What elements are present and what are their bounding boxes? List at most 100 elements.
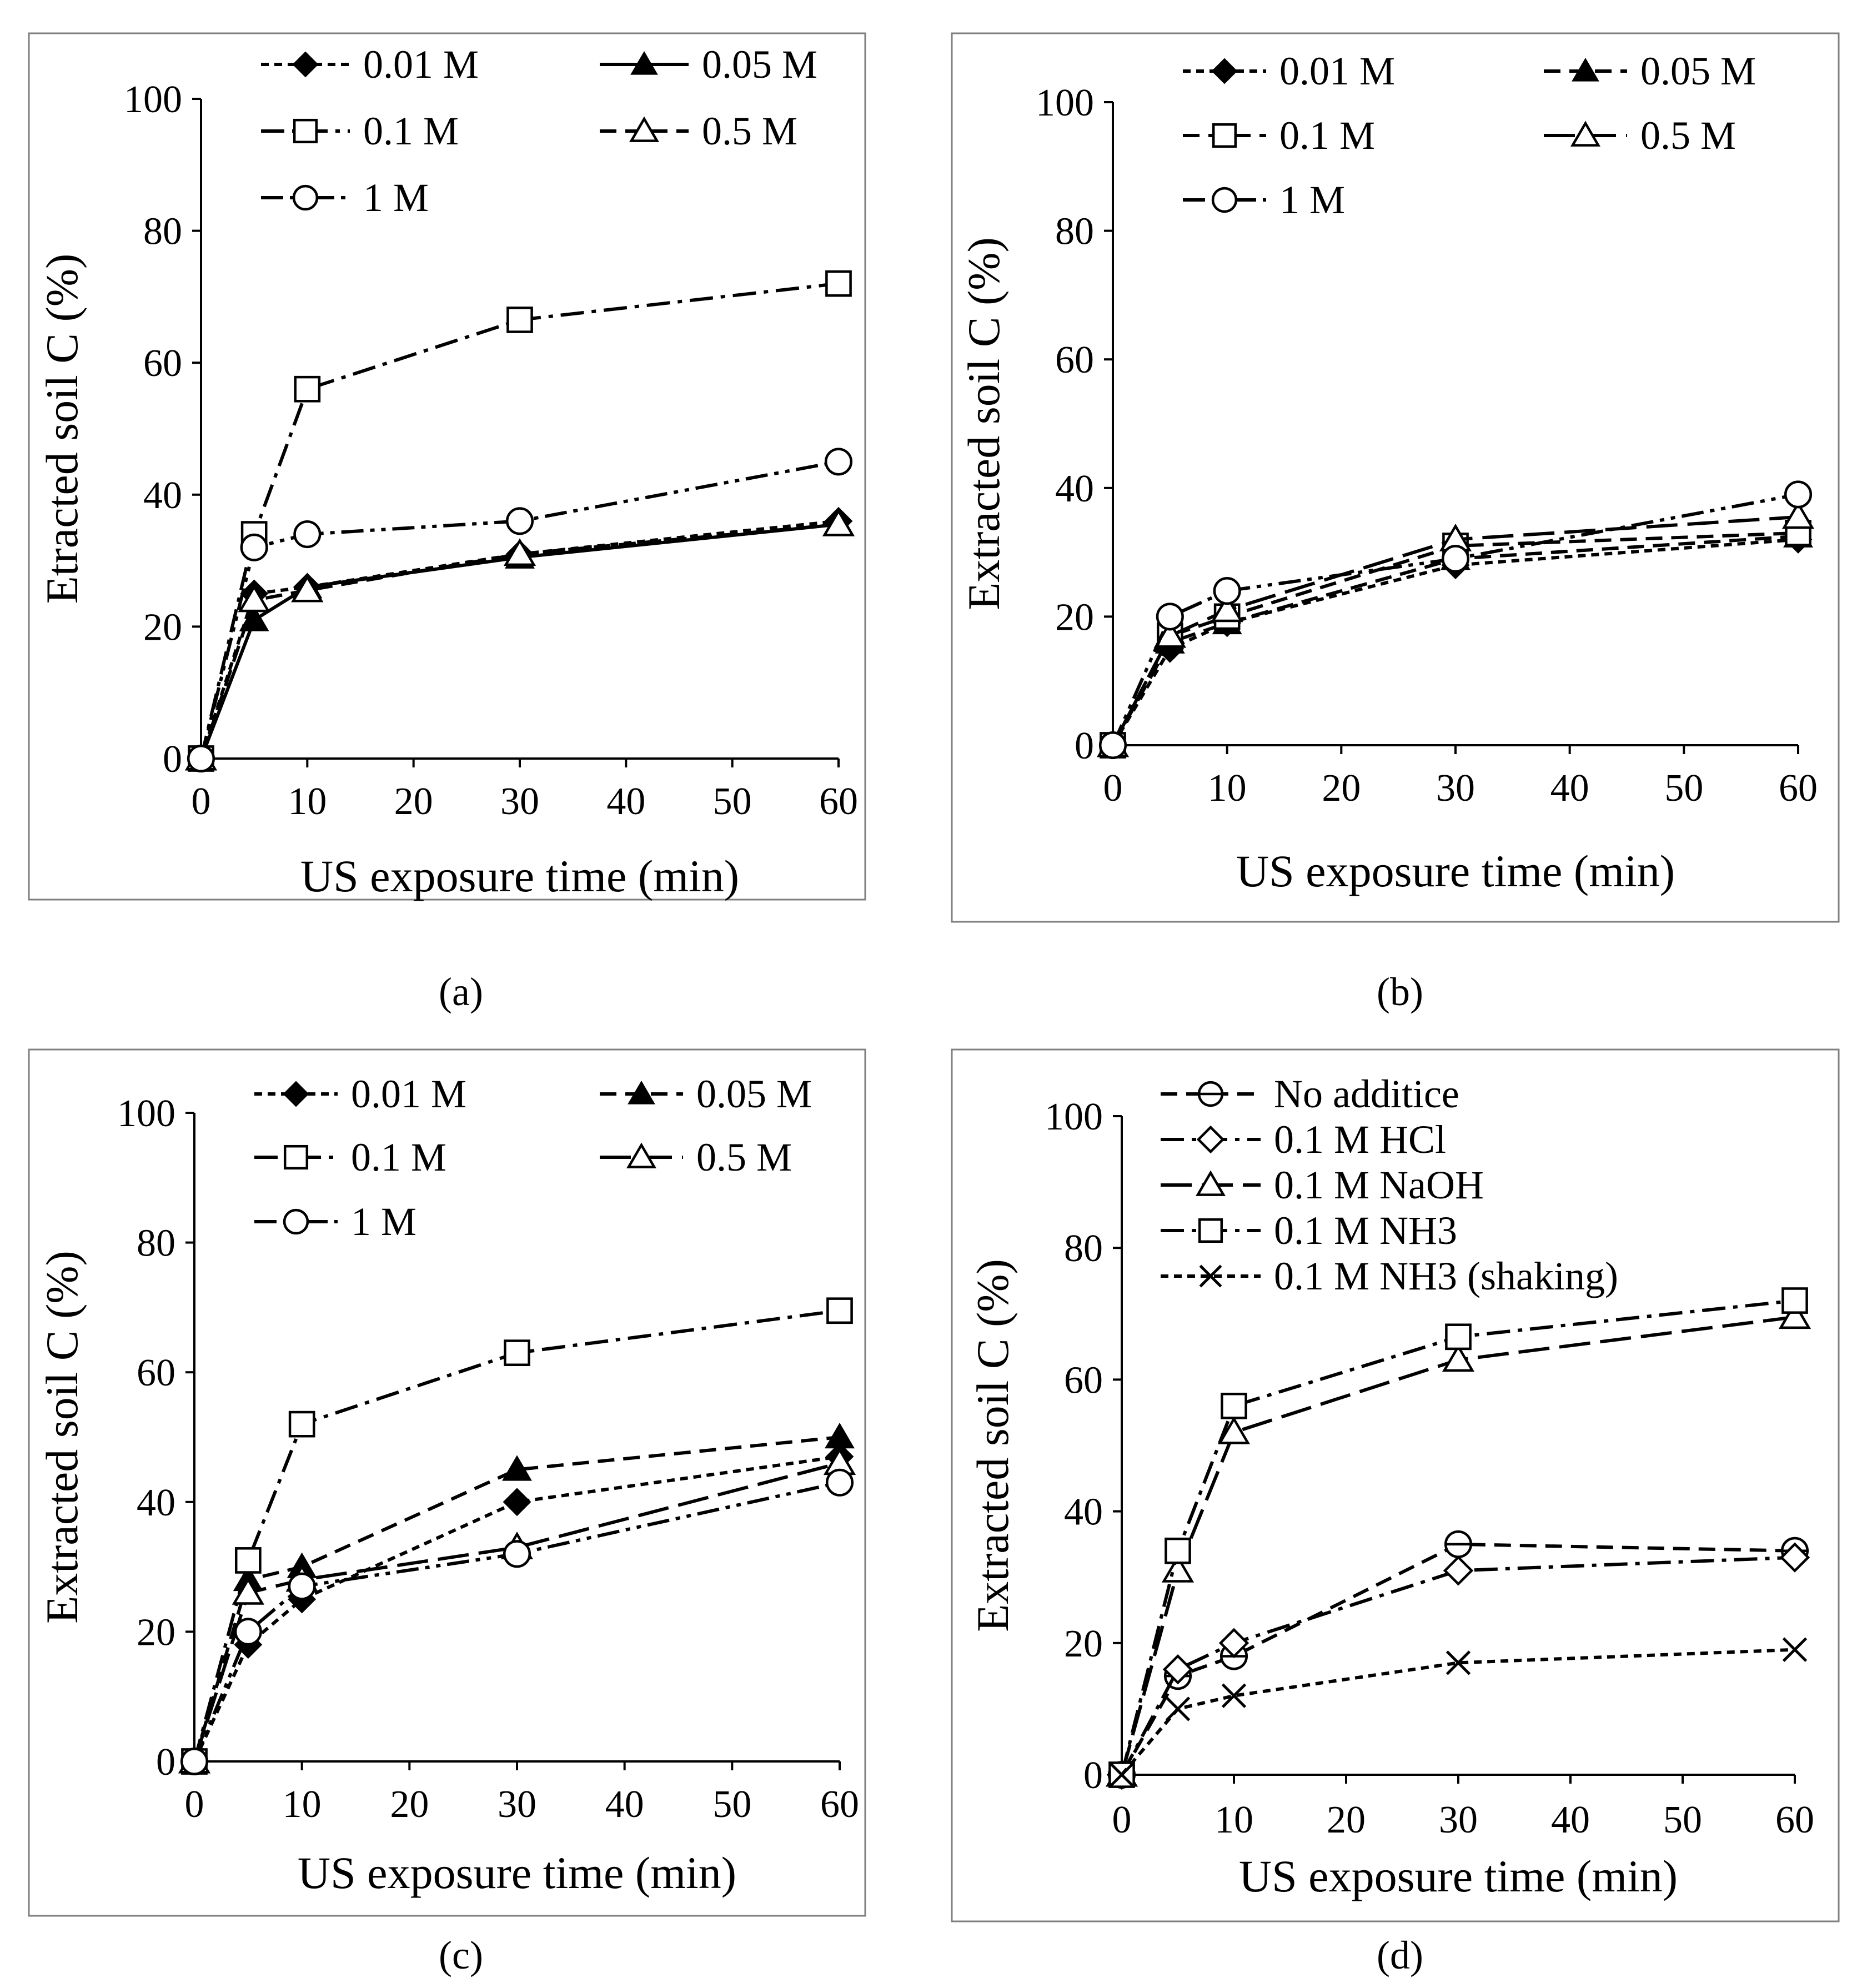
panel-c-legend-item: 0.1 M	[254, 1135, 446, 1179]
panel-d-marker	[1446, 1650, 1471, 1675]
panel-d-legend-item: 0.1 M HCl	[1161, 1117, 1446, 1162]
panel-a-marker	[505, 507, 534, 535]
panel-c-caption: (c)	[439, 1933, 483, 1977]
panel-a-marker	[294, 375, 321, 403]
panel-a-xtick-label: 30	[500, 780, 539, 823]
panel-c-ytick-label: 100	[117, 1092, 175, 1135]
panel-a-xtick-label: 40	[606, 780, 645, 823]
panel-c-marker	[234, 1618, 262, 1646]
panel-b-marker	[1441, 545, 1470, 573]
panel-d-ytick-label: 100	[1045, 1096, 1103, 1138]
panel-c-legend-item: 0.05 M	[600, 1072, 812, 1116]
panel-c-marker	[503, 1540, 531, 1568]
panel-d-legend-label: 0.1 M HCl	[1274, 1117, 1446, 1162]
panel-b-series-line	[1111, 534, 1799, 746]
panel-c-marker	[503, 1488, 531, 1517]
panel-b-xtick-label: 30	[1436, 767, 1475, 810]
panel-d-marker	[1444, 1530, 1473, 1558]
panel-d-x-axis-label: US exposure time (min)	[1239, 1851, 1678, 1901]
panel-a-legend-label: 0.1 M	[363, 109, 459, 153]
panel-c-y-axis-label: Extracted soil C (%)	[37, 1251, 87, 1624]
panel-b-xtick-label: 50	[1664, 767, 1703, 810]
panel-a-frame	[28, 32, 866, 901]
panel-d-marker	[1445, 1323, 1472, 1351]
panel-a-series-5	[187, 448, 853, 773]
panel-b-ytick-label: 80	[1055, 210, 1094, 253]
panel-c-series-3	[181, 1297, 853, 1775]
panel-a-caption: (a)	[439, 970, 483, 1014]
panel-b-legend-label: 1 M	[1279, 178, 1345, 222]
panel-a-marker	[825, 270, 852, 297]
panel-c-ytick-label: 40	[137, 1482, 175, 1524]
panel-a-ytick-label: 80	[143, 210, 182, 253]
panel-d-marker	[1221, 1392, 1247, 1419]
panel-d-legend-label: 0.1 M NH3	[1274, 1208, 1457, 1253]
panel-a-marker	[291, 574, 324, 603]
panel-b-marker	[1211, 594, 1243, 622]
panel-a-series-line	[199, 282, 839, 759]
panel-a-y-axis-label: Etracted soil C (%)	[37, 254, 87, 604]
panel-d-marker-stroke-b	[1165, 1696, 1191, 1721]
panel-b-marker	[1781, 501, 1815, 529]
panel-d-marker-stroke-b	[1199, 1264, 1222, 1288]
panel-c-legend-label: 0.05 M	[696, 1072, 812, 1116]
panel-a-legend-item: 0.1 M	[261, 109, 459, 153]
panel-b-frame	[951, 32, 1840, 923]
panel-d-frame	[951, 1048, 1840, 1922]
panel-c-legend: 0.01 M 0.05 M 0.1 M 0.5 M 1 M	[254, 1072, 812, 1244]
panel-b-legend-label: 0.5 M	[1640, 113, 1736, 158]
panel-c-legend-item: 1 M	[254, 1199, 416, 1244]
panel-d-marker	[1217, 1416, 1251, 1444]
panel-d-marker	[1162, 1654, 1193, 1685]
panel-b-legend: 0.01 M 0.05 M 0.1 M 0.5 M 1 M	[1183, 49, 1756, 222]
panel-a-xtick-label: 20	[394, 780, 433, 823]
panel-a-series-line	[199, 523, 839, 759]
panel-d-ytick-label: 80	[1064, 1227, 1103, 1270]
panel-c-marker	[826, 1297, 853, 1324]
panel-d-marker	[1221, 1683, 1247, 1708]
panel-d-marker	[1443, 1555, 1474, 1586]
panel-b-marker	[1212, 123, 1237, 148]
panel-d-legend-item: 0.1 M NaOH	[1161, 1163, 1484, 1207]
panel-b-ytick-label: 60	[1055, 339, 1094, 381]
panel-a-legend-item: 0.05 M	[600, 42, 817, 87]
panel-d-xtick-label: 40	[1551, 1799, 1590, 1841]
panel-d-caption: (d)	[1377, 1933, 1423, 1977]
panel-b-series-5	[1098, 480, 1813, 760]
panel-c-legend-item: 0.5 M	[600, 1135, 792, 1179]
panel-b-y-axis-label: Extracted soil C (%)	[958, 237, 1009, 610]
panel-b-legend-label: 0.05 M	[1640, 49, 1756, 93]
panel-a-marker	[187, 744, 215, 773]
panel-a-legend-label: 0.01 M	[363, 42, 479, 87]
panel-d-xtick-label: 10	[1214, 1799, 1253, 1841]
panel-d-xtick-label: 60	[1775, 1799, 1814, 1841]
panel-a: 0 20 40 60 80 100 0 10 20 30 40 50 60 US exposure tim…	[28, 32, 866, 1014]
panel-d-legend-label: 0.1 M NH3 (shaking)	[1274, 1254, 1618, 1298]
panel-d-marker-stroke-b	[1782, 1637, 1808, 1662]
panel-a-marker	[292, 184, 319, 211]
panel-d-marker	[1195, 1170, 1226, 1196]
panel-d-marker	[1197, 1081, 1224, 1107]
panel-c: 0 20 40 60 80 100 0 10 20 30 40 50 60 US exposure tim…	[28, 1048, 866, 1977]
panel-d-ytick-label: 0	[1083, 1754, 1103, 1797]
panel-d-legend-item: 0.1 M NH3	[1161, 1208, 1457, 1253]
panel-c-xtick-label: 30	[498, 1783, 536, 1826]
panel-b-marker	[1213, 577, 1241, 605]
panel-c-marker	[628, 1081, 655, 1105]
panel-b-legend-item: 0.01 M	[1183, 49, 1395, 93]
panel-d-xtick-label: 30	[1439, 1799, 1478, 1841]
panel-b-marker	[1098, 731, 1127, 760]
panel-a-x-axis-label: US exposure time (min)	[300, 851, 739, 901]
panel-a-legend-label: 1 M	[363, 175, 429, 220]
panel-d-legend-label: No additice	[1274, 1072, 1459, 1116]
panel-b-legend-item: 0.05 M	[1544, 49, 1756, 93]
panel-b-legend-item: 0.5 M	[1544, 113, 1736, 158]
panel-b: 0 20 40 60 80 100 0 10 20 30 40 50 60 US exposure tim…	[951, 32, 1840, 1014]
panel-b-xtick-label: 0	[1103, 767, 1123, 810]
panel-a-legend: 0.01 M 0.05 M 0.1 M 0.5 M 1 M	[261, 42, 817, 220]
panel-b-legend-label: 0.01 M	[1279, 49, 1395, 93]
panel-a-marker	[238, 584, 270, 613]
panel-b-legend-label: 0.1 M	[1279, 113, 1375, 158]
panel-d-marker	[1779, 1542, 1810, 1573]
